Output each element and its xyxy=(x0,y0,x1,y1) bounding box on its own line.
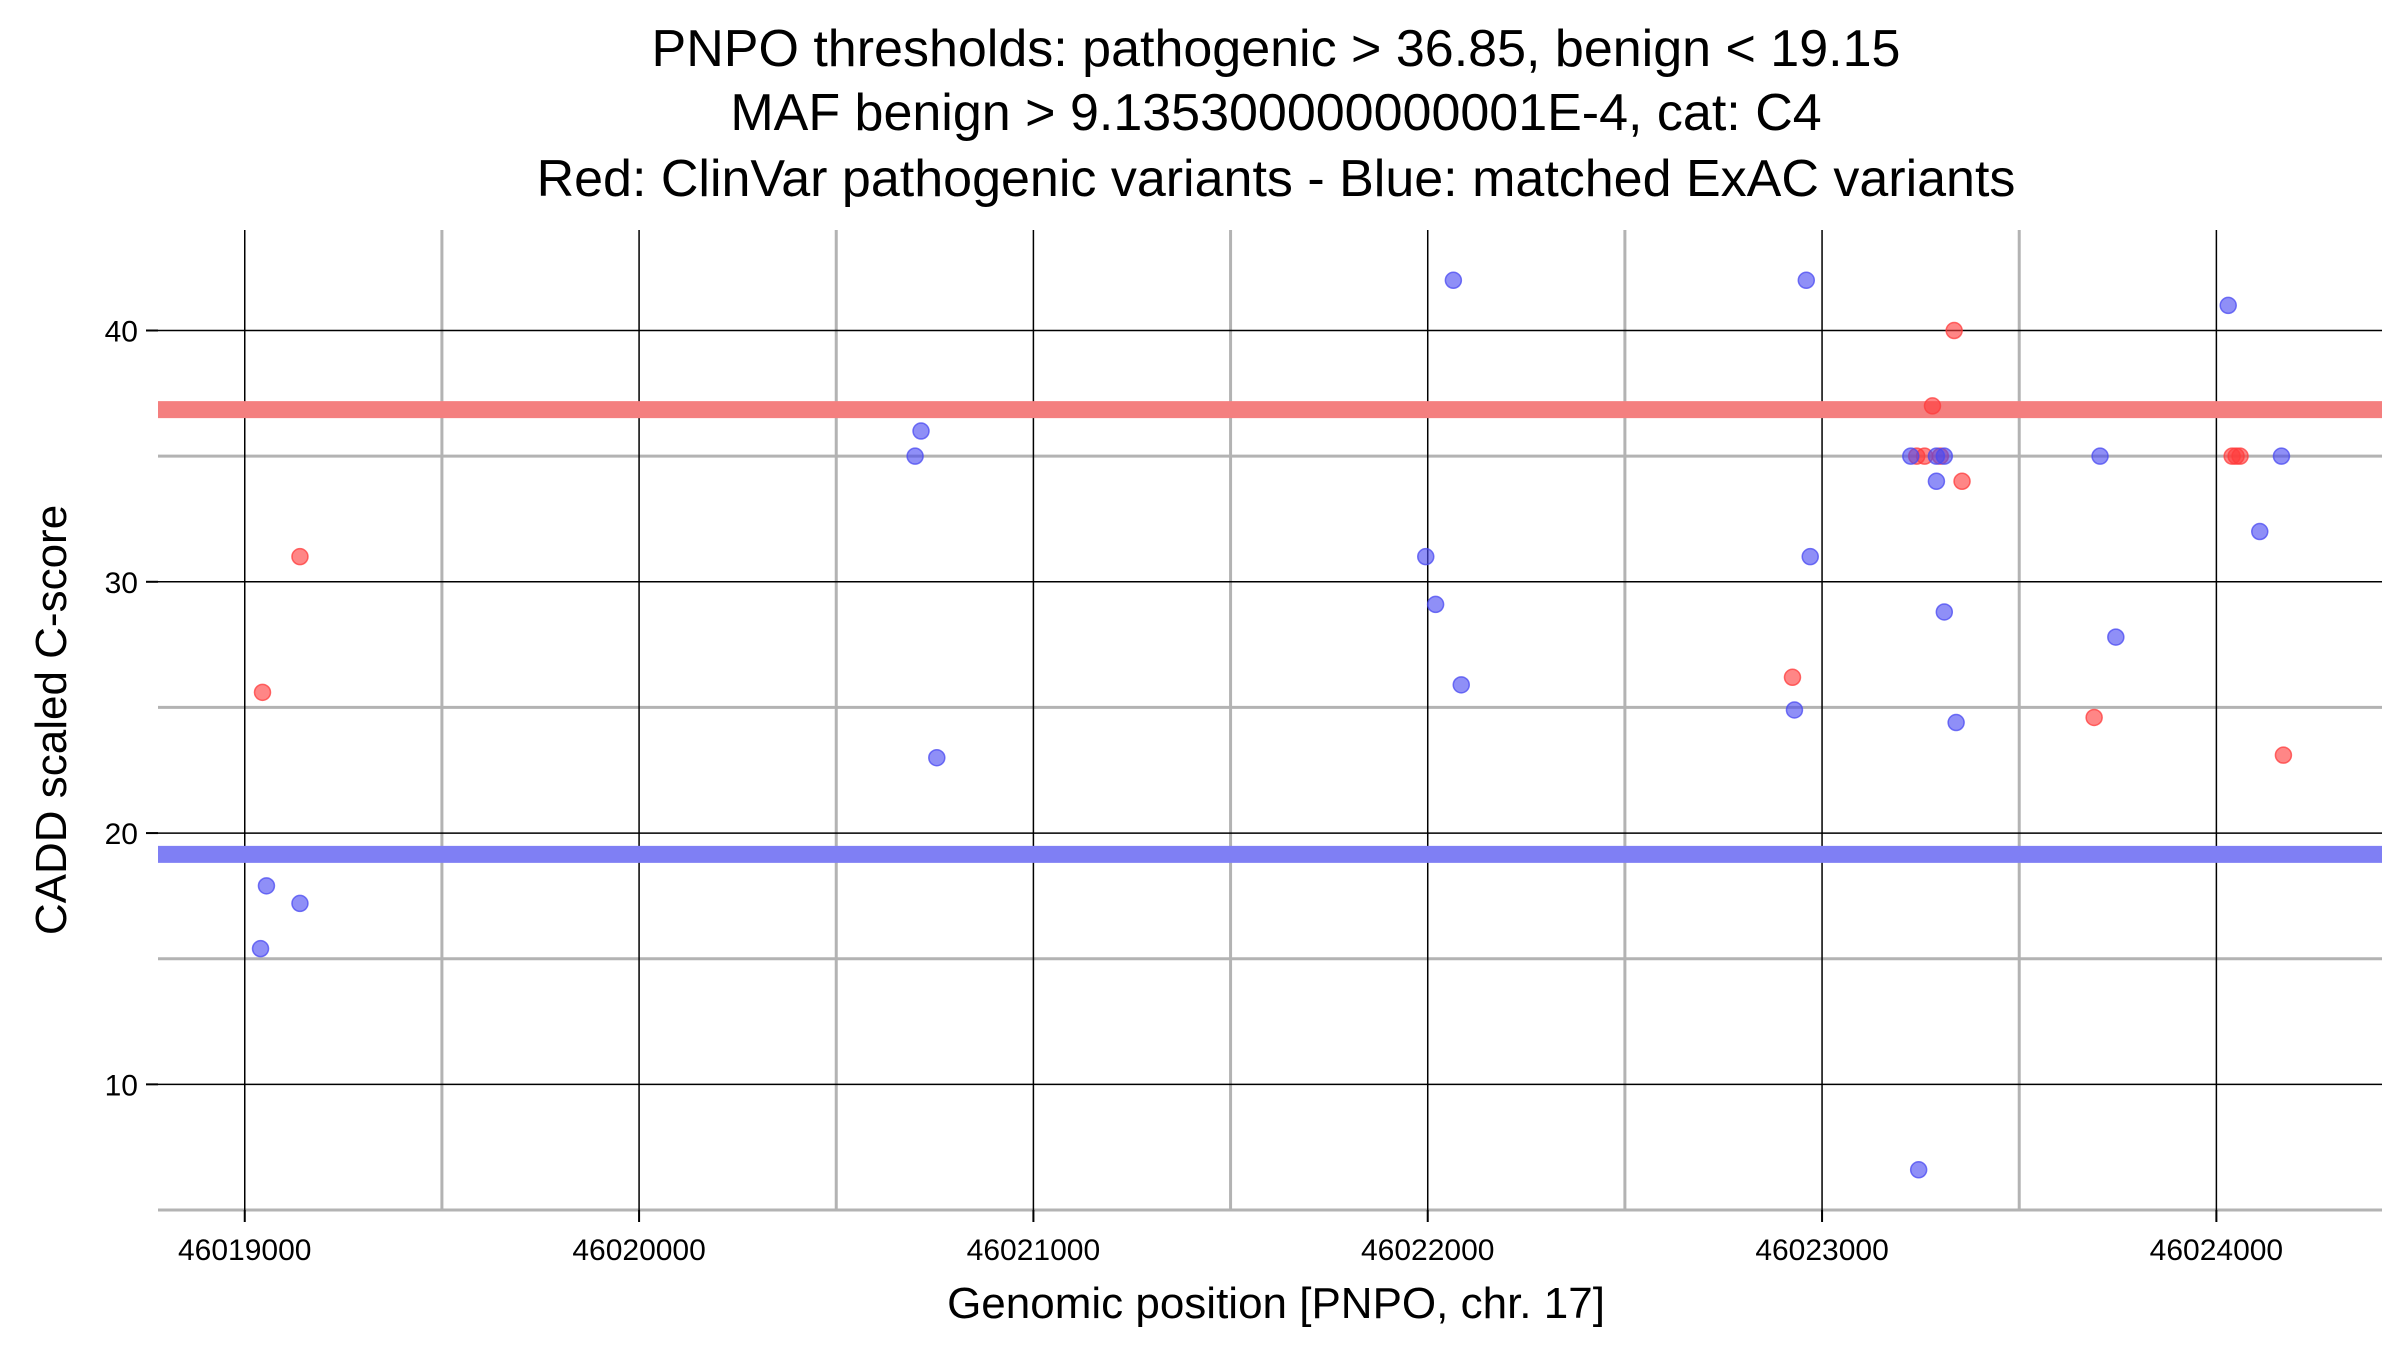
exac-point xyxy=(1935,447,1954,465)
y-tick-label: 10 xyxy=(105,1069,138,1102)
exac-point xyxy=(251,939,270,958)
y-axis-title: CADD scaled C-score xyxy=(27,505,76,935)
exac-point xyxy=(1935,603,1954,621)
title-line-2: MAF benign > 9.135300000000001E-4, cat: … xyxy=(730,84,1821,142)
x-tick-label: 46024000 xyxy=(2150,1234,2283,1267)
exac-point xyxy=(1417,547,1435,566)
exac-point xyxy=(1801,547,1819,566)
x-tick-label: 46023000 xyxy=(1755,1234,1888,1267)
axis-ticks xyxy=(146,329,2218,1222)
exac-point xyxy=(1426,595,1445,614)
minor-gridlines xyxy=(158,230,2382,1212)
threshold-lines xyxy=(158,401,2382,863)
clinvar-point xyxy=(291,547,309,566)
exac-point xyxy=(1785,701,1804,719)
exac-point xyxy=(2219,296,2237,315)
exac-point xyxy=(928,748,946,767)
x-tick-label: 46019000 xyxy=(178,1234,311,1267)
exac-point xyxy=(257,877,276,895)
clinvar-point xyxy=(1945,321,1963,340)
title-line-1: PNPO thresholds: pathogenic > 36.85, ben… xyxy=(652,20,1901,78)
exac-point xyxy=(906,447,924,465)
clinvar-point xyxy=(2085,708,2103,727)
exac-point xyxy=(2251,522,2269,541)
clinvar-point xyxy=(1783,668,1802,687)
major-gridlines xyxy=(158,230,2382,1210)
x-tick-label: 46021000 xyxy=(967,1234,1100,1267)
x-tick-label: 46020000 xyxy=(572,1234,705,1267)
chart-title: PNPO thresholds: pathogenic > 36.85, ben… xyxy=(537,20,2016,208)
exac-point xyxy=(912,422,930,440)
x-axis-title: Genomic position [PNPO, chr. 17] xyxy=(947,1279,1605,1328)
title-line-3: Red: ClinVar pathogenic variants - Blue:… xyxy=(537,150,2016,208)
exac-point xyxy=(1927,472,1946,491)
clinvar-point xyxy=(1953,472,1971,491)
data-points xyxy=(251,271,2293,1179)
clinvar-point xyxy=(2274,746,2293,764)
y-tick-label: 30 xyxy=(105,567,138,600)
exac-point xyxy=(1902,447,1920,465)
clinvar-point xyxy=(253,683,272,702)
x-tick-label: 46022000 xyxy=(1361,1234,1494,1267)
axis-tick-labels: 10 20 30 40 46019000 46020000 46021000 46022000… xyxy=(105,316,2284,1267)
y-tick-label: 20 xyxy=(105,818,138,851)
exac-point xyxy=(1909,1161,1928,1179)
clinvar-point xyxy=(1923,397,1942,415)
exac-point xyxy=(1797,271,1816,290)
exac-point xyxy=(1947,713,1965,732)
exac-point xyxy=(1444,271,1463,290)
clinvar-point xyxy=(2231,447,2249,465)
exac-point xyxy=(291,894,309,913)
exac-point xyxy=(2091,447,2109,465)
y-tick-label: 40 xyxy=(105,316,138,349)
exac-point xyxy=(1452,676,1470,694)
exac-point xyxy=(2272,447,2291,465)
exac-point xyxy=(2107,628,2125,646)
